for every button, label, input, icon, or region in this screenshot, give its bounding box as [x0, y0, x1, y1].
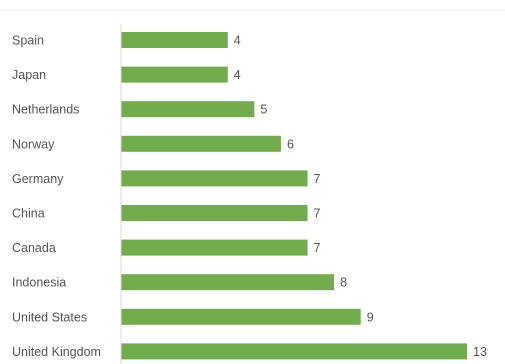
data-label: 4 [234, 68, 241, 82]
data-label: 7 [314, 207, 321, 221]
data-label: 5 [260, 103, 267, 117]
bar[interactable] [121, 343, 468, 360]
data-label: 4 [234, 34, 241, 48]
category-label: Spain [12, 34, 44, 48]
bar[interactable] [121, 239, 308, 256]
category-label: Indonesia [12, 276, 66, 290]
category-label: United States [12, 310, 87, 324]
category-label: Canada [12, 241, 56, 255]
data-label: 6 [287, 137, 294, 151]
bars-group: Spain 4 Japan 4 Netherlands 5 Norway 6 Germany 7 C… [12, 32, 487, 360]
category-label: Germany [12, 172, 64, 186]
category-label: United Kingdom [12, 345, 101, 359]
bar[interactable] [121, 135, 281, 152]
bar[interactable] [121, 274, 335, 291]
bar[interactable] [121, 170, 308, 187]
category-label: Netherlands [12, 103, 79, 117]
data-label: 13 [473, 345, 487, 359]
bar[interactable] [121, 66, 228, 83]
data-label: 8 [340, 276, 347, 290]
bar[interactable] [121, 205, 308, 221]
bar[interactable] [121, 308, 361, 325]
data-label: 9 [367, 310, 374, 324]
bar[interactable] [121, 101, 255, 118]
data-label: 7 [314, 241, 321, 255]
category-label: China [12, 207, 45, 221]
category-label: Japan [12, 68, 46, 82]
data-label: 7 [314, 172, 321, 186]
bar[interactable] [121, 32, 228, 48]
category-label: Norway [12, 137, 55, 151]
